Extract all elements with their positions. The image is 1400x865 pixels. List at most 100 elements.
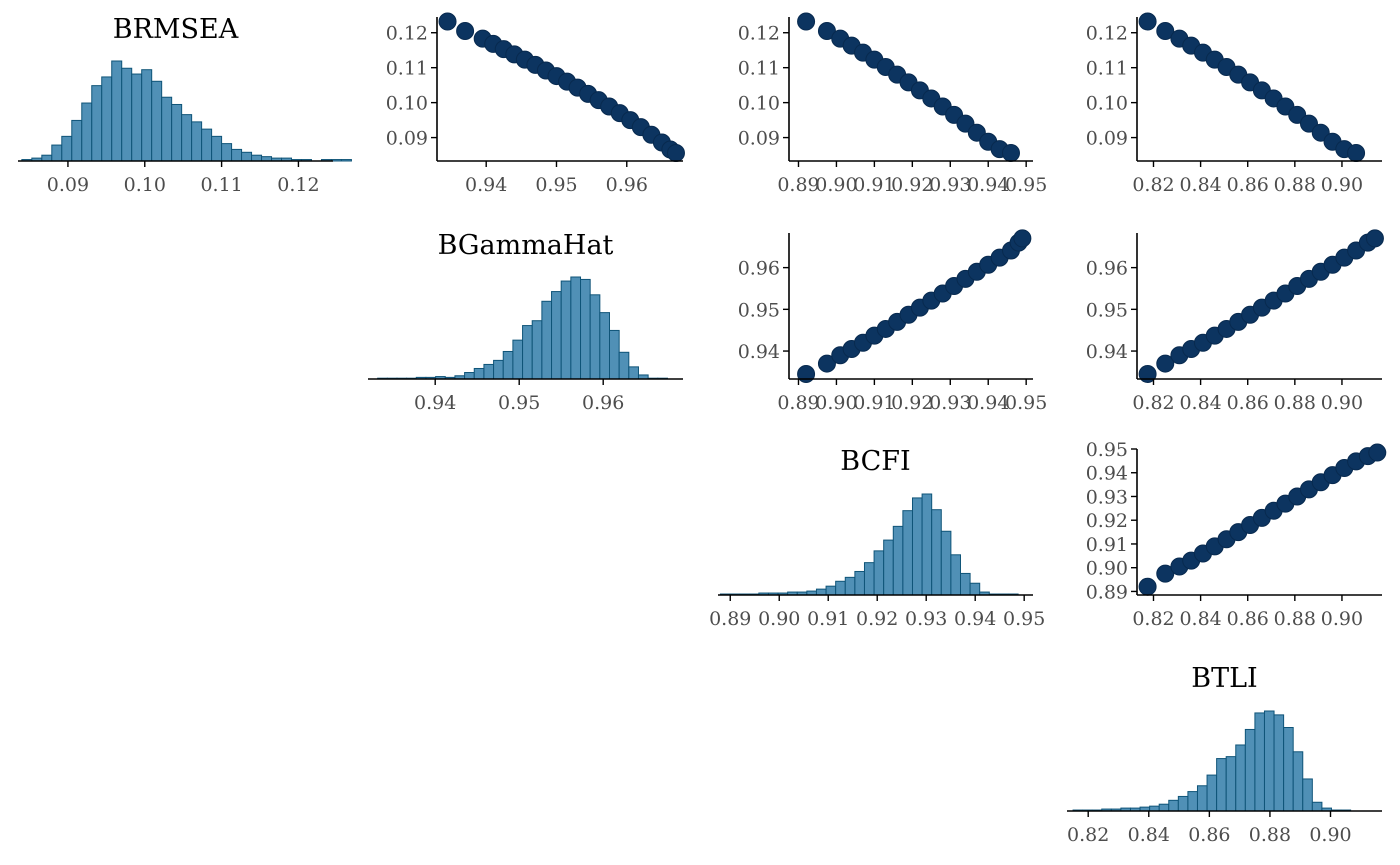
y-tick-label: 0.10 [1086, 93, 1128, 115]
x-tick-label: 0.86 [1227, 392, 1269, 414]
scatter-point [797, 364, 816, 383]
x-tick-label: 0.95 [535, 174, 577, 196]
histogram-bar [940, 530, 952, 596]
scatter-point [1156, 354, 1175, 373]
histogram-bar [921, 493, 933, 596]
x-tick-label: 0.89 [777, 392, 819, 414]
x-tick-label: 0.89 [709, 608, 751, 630]
x-tick-label: 0.91 [853, 174, 895, 196]
panel-title: BRMSEA [113, 14, 239, 45]
x-tick-label: 0.92 [891, 174, 933, 196]
scatter-panel: 0.890.900.910.920.930.940.95 0.09 0.10 0.11… [738, 12, 1047, 196]
histogram-bar [241, 151, 253, 162]
x-tick-label: 0.82 [1132, 392, 1174, 414]
histogram-bar [873, 550, 885, 596]
x-tick-label: 0.84 [1128, 824, 1170, 846]
histogram-bar [609, 329, 620, 380]
histogram-bar [81, 102, 93, 162]
y-tick-label: 0.92 [1086, 510, 1128, 532]
x-tick-label: 0.94 [967, 392, 1009, 414]
histogram-bar [473, 367, 485, 380]
x-tick-label: 0.95 [1005, 174, 1047, 196]
histogram-bar [1158, 803, 1170, 812]
histogram-bar [883, 539, 894, 596]
x-tick-label: 0.84 [1179, 608, 1221, 630]
scatter-panel: 0.82 0.84 0.86 0.88 0.900.890.900.910.920.93… [1086, 439, 1387, 630]
y-tick-label: 0.09 [386, 128, 428, 150]
histogram-bar [181, 114, 193, 162]
x-tick-label: 0.90 [1321, 174, 1363, 196]
x-tick-label: 0.90 [815, 174, 857, 196]
histogram-panel: 0.09 0.10 0.11 0.12 BRMSEA [18, 14, 352, 196]
y-tick-label: 0.12 [1086, 23, 1128, 45]
x-tick-label: 0.10 [124, 174, 166, 196]
y-tick-label: 0.94 [1086, 341, 1128, 363]
scatter-point [797, 12, 816, 31]
scatter-point [666, 143, 685, 162]
histogram-bar [589, 294, 601, 380]
x-tick-label: 0.90 [1321, 392, 1363, 414]
histogram-bar [950, 554, 961, 596]
y-tick-label: 0.91 [1086, 534, 1128, 556]
x-tick-label: 0.88 [1274, 392, 1316, 414]
y-tick-label: 0.90 [1086, 558, 1128, 580]
histogram-bar [599, 312, 611, 380]
scatter-panel: 0.82 0.84 0.86 0.88 0.90 0.94 0.95 0.96 [1086, 229, 1384, 414]
histogram-bar [1273, 714, 1285, 812]
histogram-bar [1187, 791, 1198, 812]
x-tick-label: 0.89 [777, 174, 819, 196]
y-tick-label: 0.10 [386, 93, 428, 115]
x-tick-label: 0.96 [582, 392, 624, 414]
x-tick-label: 0.93 [905, 608, 947, 630]
histogram-bar [815, 588, 827, 596]
histogram-panel: 0.94 0.95 0.96 BGammaHat [368, 230, 683, 414]
histogram-bar [161, 96, 173, 162]
histogram-bar [531, 320, 543, 380]
panel-title: BGammaHat [438, 230, 614, 261]
histogram-bar [902, 510, 913, 596]
scatter-point [1365, 229, 1384, 248]
x-tick-label: 0.93 [929, 392, 971, 414]
histogram-bar [580, 278, 591, 380]
histogram-bar [1206, 774, 1218, 812]
scatter-point [1156, 21, 1175, 40]
y-tick-label: 0.95 [738, 299, 780, 321]
histogram-bar [969, 582, 981, 596]
x-tick-label: 0.86 [1227, 608, 1269, 630]
histogram-bar [844, 576, 856, 596]
x-tick-label: 0.09 [47, 174, 89, 196]
histogram-bar [1196, 785, 1208, 812]
histogram-bar [863, 562, 875, 596]
x-tick-label: 0.82 [1132, 608, 1174, 630]
x-tick-label: 0.90 [815, 392, 857, 414]
histogram-bar [931, 509, 942, 596]
y-tick-label: 0.10 [738, 93, 780, 115]
histogram-bar [1235, 744, 1246, 812]
scatter-panel: 0.94 0.95 0.96 0.09 0.10 0.11 0.12 [386, 12, 685, 196]
histogram-bar [1244, 728, 1256, 812]
x-tick-label: 0.86 [1227, 174, 1269, 196]
histogram-bar [131, 73, 143, 162]
histogram-bar [111, 60, 123, 162]
y-tick-label: 0.09 [1086, 128, 1128, 150]
histogram-bar [41, 154, 53, 162]
x-tick-label: 0.90 [758, 608, 800, 630]
x-tick-label: 0.92 [891, 392, 933, 414]
x-tick-label: 0.90 [1321, 608, 1363, 630]
y-tick-label: 0.12 [738, 23, 780, 45]
y-tick-label: 0.95 [1086, 299, 1128, 321]
x-tick-label: 0.95 [1003, 608, 1045, 630]
histogram-bar [1302, 778, 1313, 812]
histogram-bar [960, 572, 971, 596]
y-tick-label: 0.89 [1086, 581, 1128, 603]
histogram-bar [221, 143, 233, 162]
histogram-bar [892, 525, 904, 596]
histogram-bar [483, 363, 495, 380]
x-tick-label: 0.11 [200, 174, 242, 196]
scatter-point [817, 354, 836, 373]
y-tick-label: 0.94 [1086, 463, 1128, 485]
panel-title: BCFI [840, 446, 910, 477]
x-tick-label: 0.95 [1005, 392, 1047, 414]
histogram-bar [854, 570, 865, 596]
